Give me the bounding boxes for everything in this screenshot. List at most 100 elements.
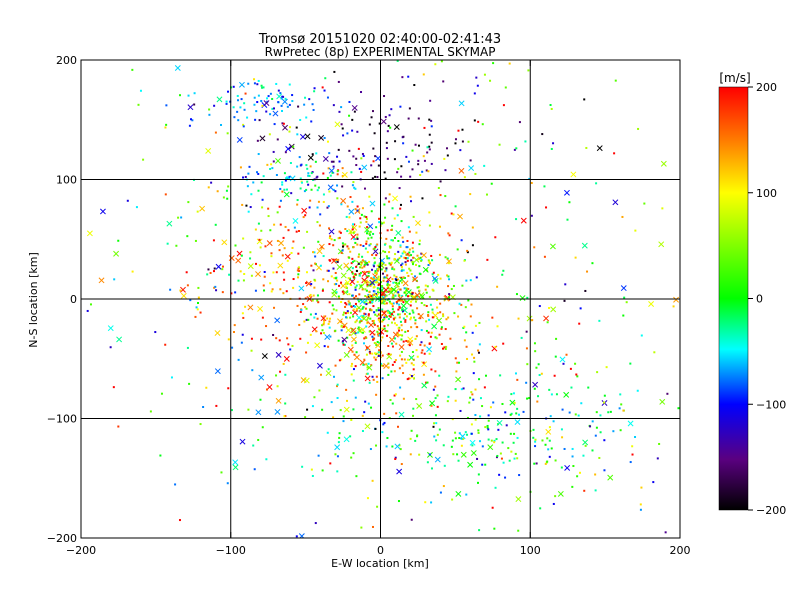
data-point (366, 226, 369, 229)
data-point (584, 444, 587, 447)
data-point (383, 421, 386, 424)
data-point (490, 182, 493, 185)
data-point (386, 309, 389, 312)
data-point (197, 296, 200, 299)
data-point (189, 118, 192, 121)
data-point (261, 198, 264, 201)
data-point (297, 276, 300, 279)
data-point (347, 300, 350, 303)
data-point-cross (263, 100, 270, 107)
data-point (354, 302, 357, 305)
data-point (288, 103, 291, 106)
data-point (373, 356, 376, 359)
data-point (262, 175, 265, 178)
data-point (221, 265, 224, 268)
data-point (332, 308, 335, 311)
data-point (536, 400, 539, 403)
data-point-cross (509, 399, 516, 406)
data-point (337, 80, 340, 83)
data-point (378, 221, 381, 224)
data-point (479, 440, 482, 443)
data-points (86, 60, 680, 538)
data-point (342, 420, 345, 423)
data-point (432, 388, 435, 391)
data-point (328, 320, 331, 323)
data-point (404, 257, 407, 260)
data-point (365, 299, 368, 302)
data-point (405, 287, 408, 290)
data-point (631, 445, 634, 448)
data-point (378, 217, 381, 220)
data-point (513, 148, 516, 151)
data-point (550, 147, 553, 150)
data-point (225, 189, 228, 192)
data-point (400, 255, 403, 258)
data-point (214, 131, 217, 134)
data-point (381, 272, 384, 275)
data-point-cross (274, 317, 281, 324)
data-point (338, 284, 341, 287)
data-point (337, 339, 340, 342)
data-point (276, 239, 279, 242)
data-point (513, 401, 516, 404)
data-point-cross (239, 438, 246, 445)
data-point (415, 263, 418, 266)
data-point (352, 452, 355, 455)
data-point (515, 293, 518, 296)
data-point (351, 267, 354, 270)
data-point (376, 269, 379, 272)
data-point (450, 445, 453, 448)
data-point (428, 224, 431, 227)
data-point (361, 259, 364, 262)
data-point (335, 309, 338, 312)
data-point (532, 436, 535, 439)
data-point (360, 157, 363, 160)
data-point (545, 206, 548, 209)
data-point (356, 130, 359, 133)
data-point (363, 270, 366, 273)
data-point (363, 265, 366, 268)
data-point (310, 120, 313, 123)
data-point (338, 359, 341, 362)
data-point (327, 280, 330, 283)
data-point (408, 248, 411, 251)
data-point (260, 99, 263, 102)
data-point (395, 412, 398, 415)
data-point (369, 301, 372, 304)
data-point-cross (351, 336, 357, 343)
data-point (419, 317, 422, 320)
data-point (349, 311, 352, 314)
data-point (399, 245, 402, 248)
data-point (555, 337, 558, 340)
data-point (338, 110, 341, 113)
data-point-cross (343, 262, 350, 269)
data-point (440, 327, 443, 330)
data-point (345, 286, 348, 289)
data-point (373, 352, 376, 355)
colorbar-unit-label: [m/s] (719, 71, 750, 85)
data-point (629, 362, 632, 365)
data-point (463, 339, 466, 342)
data-point (658, 442, 661, 445)
data-point (367, 295, 370, 298)
data-point (455, 370, 458, 373)
data-point (330, 238, 333, 241)
data-point (369, 284, 372, 287)
data-point (314, 312, 317, 315)
data-point (390, 342, 393, 345)
data-point (296, 304, 299, 307)
data-point (385, 255, 388, 258)
data-point (310, 172, 313, 175)
data-point (345, 388, 348, 391)
data-point (231, 346, 234, 349)
data-point (473, 92, 476, 95)
data-point (464, 431, 467, 434)
data-point (354, 286, 357, 289)
data-point (346, 399, 349, 402)
data-point (311, 103, 314, 106)
data-point (373, 323, 376, 326)
data-point (388, 284, 391, 287)
data-point (291, 344, 294, 347)
data-point (346, 336, 349, 339)
data-point (280, 97, 283, 100)
